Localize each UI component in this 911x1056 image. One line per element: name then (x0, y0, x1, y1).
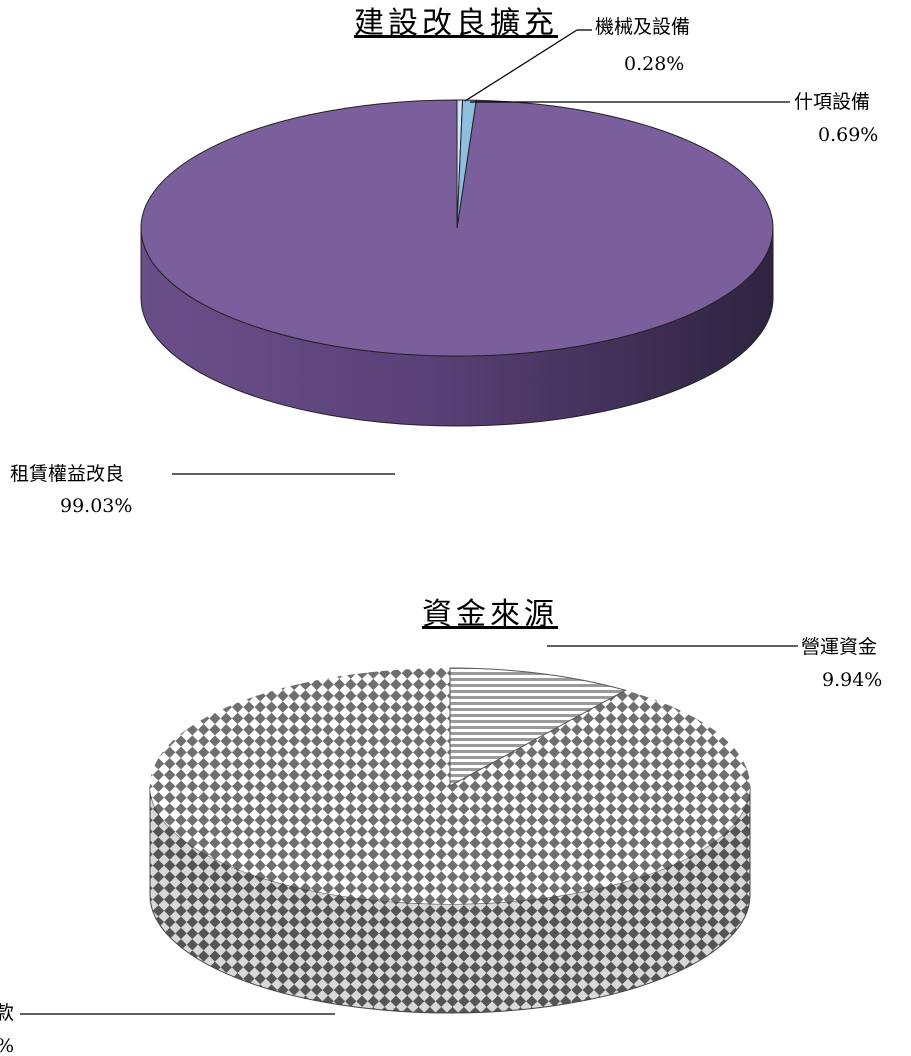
chart2-title: 資金來源 (422, 597, 558, 632)
chart1-label-lease: 租賃權益改良 (10, 463, 124, 485)
chart1-leader-machinery (464, 29, 578, 102)
chart2-value-operating: 9.94% (822, 669, 882, 691)
chart1-label-machinery: 機械及設備 (595, 16, 690, 38)
chart2-value-partial: % (0, 1035, 14, 1056)
chart1-value-lease: 99.03% (60, 495, 132, 517)
chart1-value-machinery: 0.28% (624, 53, 684, 75)
pie-chart-2: 資金來源 營運資金 9.94% 款 % (0, 597, 882, 1056)
chart2-label-partial: 款 (0, 1002, 14, 1024)
chart1-value-misc: 0.69% (818, 124, 878, 146)
pie-chart-1: 建設改良擴充 機械及設備 0.28% 什項設備 0.69% 租賃權益改良 99.… (10, 6, 878, 517)
chart1-title: 建設改良擴充 (354, 6, 558, 41)
chart1-label-misc: 什項設備 (794, 91, 870, 113)
chart2-label-operating: 營運資金 (801, 636, 877, 658)
chart2-slice-1 (449, 667, 627, 787)
chart1-slice-2 (456, 99, 477, 229)
